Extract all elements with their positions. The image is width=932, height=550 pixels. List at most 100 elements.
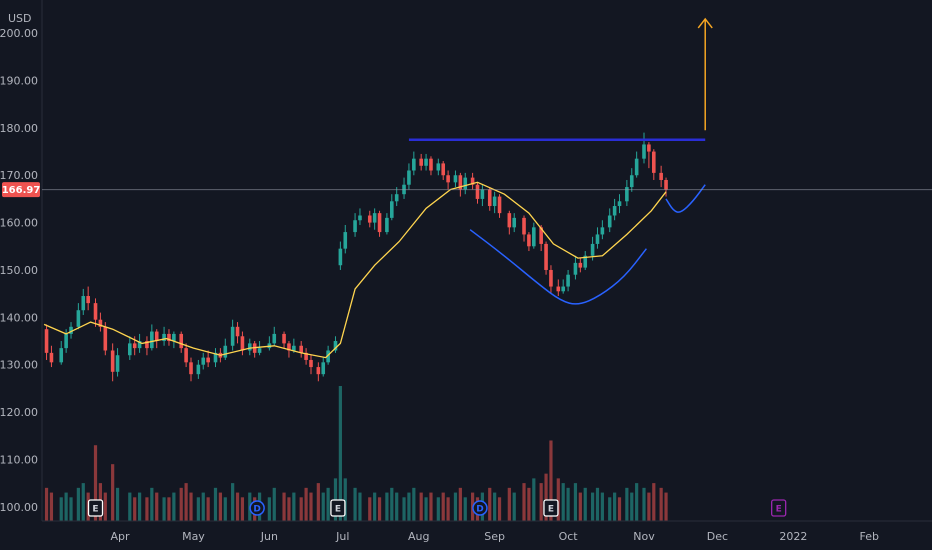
candle-body[interactable]	[154, 331, 159, 342]
candle-body[interactable]	[184, 348, 188, 363]
candle-body[interactable]	[304, 352, 308, 360]
candle-body[interactable]	[69, 326, 73, 334]
candle-body[interactable]	[590, 243, 595, 256]
candle-body[interactable]	[532, 227, 536, 247]
candle-body[interactable]	[235, 326, 240, 337]
candle-body[interactable]	[316, 367, 321, 375]
candle-body[interactable]	[556, 286, 561, 292]
candle-body[interactable]	[343, 232, 348, 249]
candle-body[interactable]	[612, 206, 617, 216]
candle-body[interactable]	[189, 362, 193, 375]
candle-body[interactable]	[429, 158, 433, 171]
candle-body[interactable]	[642, 144, 646, 159]
candle-body[interactable]	[607, 215, 612, 228]
candle-body[interactable]	[103, 326, 108, 351]
y-axis[interactable]: 100.00 110.00 120.00 130.00 140.00 150.00 160.…	[0, 27, 38, 514]
candle-body[interactable]	[527, 234, 531, 247]
candle-body[interactable]	[201, 357, 206, 365]
candle-body[interactable]	[475, 184, 480, 199]
candle-body[interactable]	[167, 333, 171, 342]
candlesticks[interactable]	[44, 132, 668, 382]
candle-body[interactable]	[407, 170, 411, 185]
candle-body[interactable]	[145, 341, 149, 349]
candle-body[interactable]	[179, 333, 184, 349]
dividend-marker[interactable]	[472, 500, 488, 516]
candle-body[interactable]	[59, 348, 64, 363]
candle-body[interactable]	[162, 333, 166, 342]
earnings-marker[interactable]	[543, 499, 559, 517]
candle-body[interactable]	[385, 217, 389, 233]
candle-body[interactable]	[377, 213, 382, 233]
candle-body[interactable]	[487, 189, 492, 207]
candle-body[interactable]	[651, 151, 656, 173]
candle-body[interactable]	[206, 357, 210, 363]
candle-body[interactable]	[595, 234, 600, 244]
candle-body[interactable]	[470, 177, 475, 185]
candle-body[interactable]	[137, 341, 142, 349]
candle-body[interactable]	[240, 336, 245, 351]
candle-body[interactable]	[326, 350, 330, 363]
candle-body[interactable]	[321, 362, 326, 375]
earnings-marker[interactable]	[87, 499, 104, 517]
candle-body[interactable]	[436, 163, 441, 171]
candle-body[interactable]	[150, 331, 154, 349]
candle-body[interactable]	[573, 262, 578, 275]
candle-body[interactable]	[497, 196, 502, 214]
candle-body[interactable]	[358, 215, 362, 221]
earnings-marker[interactable]	[771, 499, 787, 517]
target-arrow-head[interactable]	[697, 17, 713, 29]
x-axis[interactable]: Apr May Jun Jul Aug Sep Oct Nov Dec 2022 Feb	[110, 530, 879, 543]
candle-body[interactable]	[463, 177, 468, 190]
candle-body[interactable]	[172, 333, 176, 342]
earnings-marker[interactable]	[330, 499, 346, 517]
candle-body[interactable]	[76, 310, 81, 327]
candle-body[interactable]	[282, 333, 286, 344]
candle-body[interactable]	[93, 303, 98, 320]
candle-body[interactable]	[213, 352, 218, 363]
candle-body[interactable]	[634, 158, 639, 176]
candle-body[interactable]	[64, 333, 68, 349]
candle-body[interactable]	[223, 345, 228, 358]
candle-body[interactable]	[647, 144, 651, 152]
candle-body[interactable]	[561, 286, 565, 292]
candle-body[interactable]	[458, 175, 463, 190]
candle-body[interactable]	[292, 345, 296, 351]
handle-curve[interactable]	[665, 184, 706, 213]
candle-body[interactable]	[81, 296, 86, 311]
candle-body[interactable]	[629, 175, 634, 188]
candle-body[interactable]	[441, 163, 446, 176]
candle-body[interactable]	[127, 343, 132, 356]
candle-body[interactable]	[49, 352, 54, 363]
candle-body[interactable]	[412, 158, 416, 171]
candle-body[interactable]	[522, 217, 526, 235]
cup-curve[interactable]	[469, 229, 647, 305]
candle-body[interactable]	[196, 364, 201, 375]
candle-body[interactable]	[539, 227, 543, 244]
candle-body[interactable]	[367, 215, 372, 223]
candle-body[interactable]	[333, 341, 338, 351]
candle-body[interactable]	[578, 262, 583, 268]
candle-body[interactable]	[664, 179, 668, 190]
candle-body[interactable]	[372, 213, 377, 223]
candle-body[interactable]	[583, 255, 588, 268]
candle-body[interactable]	[389, 201, 394, 218]
candle-body[interactable]	[480, 189, 485, 199]
candle-body[interactable]	[230, 326, 235, 346]
candle-body[interactable]	[132, 343, 137, 349]
candle-body[interactable]	[446, 175, 450, 183]
candle-body[interactable]	[512, 217, 517, 228]
candle-body[interactable]	[549, 269, 553, 287]
candle-body[interactable]	[353, 220, 357, 233]
candle-body[interactable]	[659, 172, 663, 180]
candle-body[interactable]	[394, 194, 399, 202]
candle-body[interactable]	[287, 343, 291, 351]
candle-body[interactable]	[86, 296, 90, 304]
candle-body[interactable]	[453, 175, 458, 183]
candle-body[interactable]	[309, 359, 313, 368]
candle-body[interactable]	[98, 319, 103, 327]
candle-body[interactable]	[419, 158, 423, 166]
candle-body[interactable]	[115, 355, 120, 372]
candle-body[interactable]	[338, 248, 343, 266]
candle-body[interactable]	[544, 243, 548, 270]
